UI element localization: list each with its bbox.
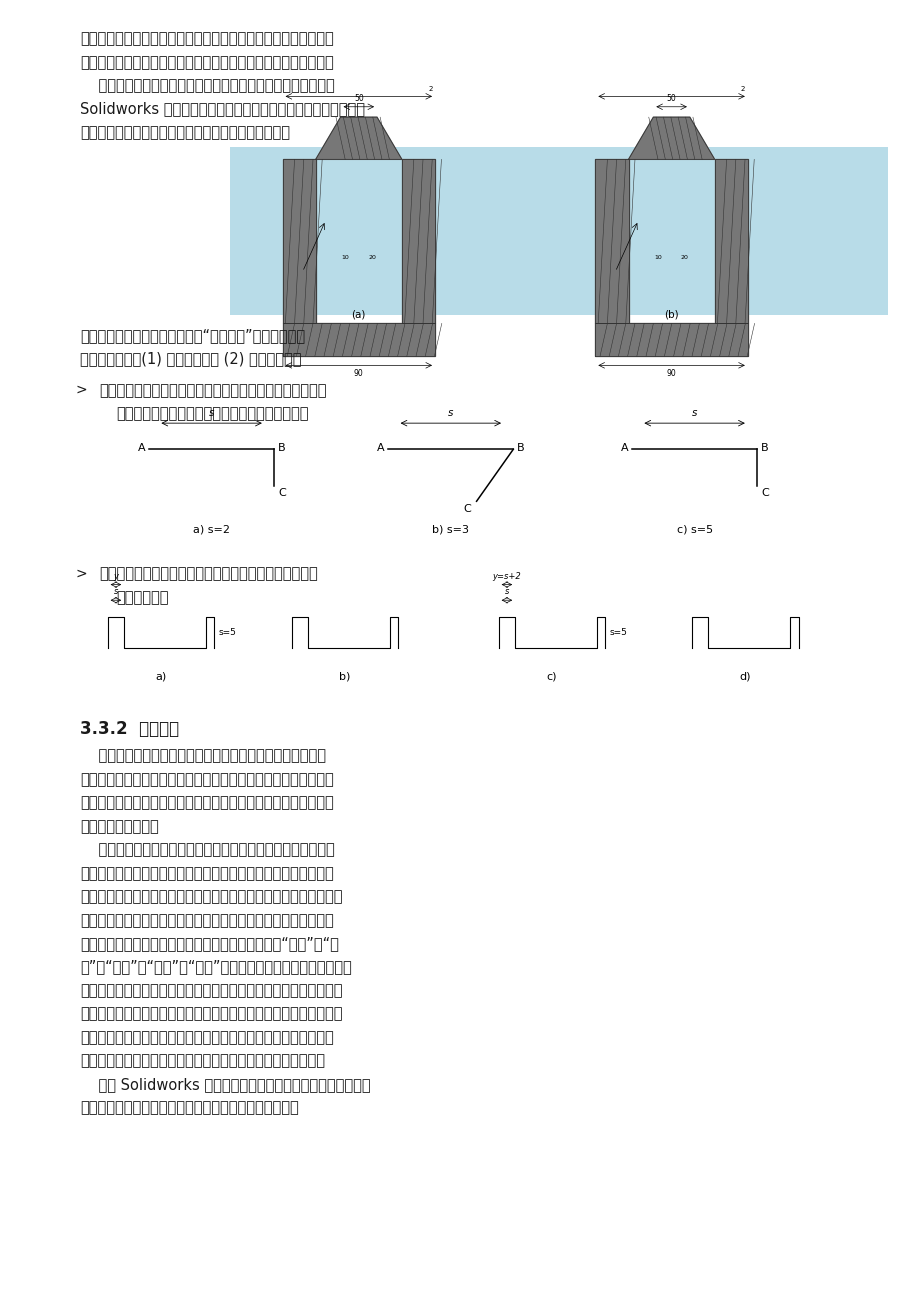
Text: >: > [75, 566, 87, 581]
Text: 3.3.2  几何约束: 3.3.2 几何约束 [80, 720, 179, 738]
Text: C: C [278, 488, 286, 499]
Bar [230, 147, 887, 315]
Text: Solidworks 都提供多种尺寸标注形式，一般有线性尺寸、直径尺: Solidworks 都提供多种尺寸标注形式，一般有线性尺寸、直径尺 [80, 102, 365, 117]
Text: c): c) [546, 672, 557, 682]
Text: c) s=5: c) s=5 [675, 525, 712, 535]
Text: 约束联动分为：(1) 图形特征联动 (2) 相关参数联动: 约束联动分为：(1) 图形特征联动 (2) 相关参数联动 [80, 352, 301, 367]
Text: 的几何元素）之间的相对位置关系。这些关系拟抽象为点、边、面: 的几何元素）之间的相对位置关系。这些关系拟抽象为点、边、面 [80, 913, 334, 928]
Text: b): b) [339, 672, 350, 682]
Text: 辑上的关系。: 辑上的关系。 [116, 590, 168, 605]
Text: 拓扑约束指对产品结构的定性描述，它表示几何元素之间的固定联: 拓扑约束指对产品结构的定性描述，它表示几何元素之间的固定联 [80, 866, 334, 881]
Text: 所谓几何约束就是要求几何元素之间必须满足的某种特定的: 所谓几何约束就是要求几何元素之间必须满足的某种特定的 [80, 749, 325, 764]
Text: s: s [448, 408, 453, 418]
Text: A: A [138, 443, 145, 453]
Text: 对产品的几何约束主要包括两个方面：拓扑约束和尺寸约束。: 对产品的几何约束主要包括两个方面：拓扑约束和尺寸约束。 [80, 842, 335, 858]
Text: b) s=3: b) s=3 [432, 525, 469, 535]
Text: >: > [75, 383, 87, 397]
Text: a) s=2: a) s=2 [193, 525, 230, 535]
Text: A: A [377, 443, 384, 453]
Text: 间九类有向关系，每一类关系有其相应的谓词，包括“相同”、“平: 间九类有向关系，每一类关系有其相应的谓词，包括“相同”、“平 [80, 936, 338, 952]
Text: C: C [761, 488, 768, 499]
Text: 化的产品几何模型。: 化的产品几何模型。 [80, 819, 159, 835]
Text: 50: 50 [666, 94, 675, 103]
Text: 2: 2 [427, 86, 432, 92]
Text: B: B [278, 443, 285, 453]
Text: 系，如对称、平等、垂直、相切等，进而可表征特征形素（构成特征: 系，如对称、平等、垂直、相切等，进而可表征特征形素（构成特征 [80, 889, 342, 905]
Text: y=s+2: y=s+2 [492, 572, 521, 581]
Text: B: B [760, 443, 767, 453]
Text: 90: 90 [354, 370, 363, 379]
Text: s: s [691, 408, 697, 418]
Polygon shape [282, 159, 315, 323]
Text: 所谓图形特征联动就是保证在图形拓扑关系（连续、相切、: 所谓图形特征联动就是保证在图形拓扑关系（连续、相切、 [99, 383, 326, 398]
Text: 统参数化的特征之一。但在某些特殊场合，必须能处理其变异。: 统参数化的特征之一。但在某些特殊场合，必须能处理其变异。 [80, 1053, 324, 1069]
Text: 绘制草图，通过尺寸标注可以建立几何数据与其参数的对应关系。: 绘制草图，通过尺寸标注可以建立几何数据与其参数的对应关系。 [80, 55, 334, 70]
Polygon shape [628, 117, 714, 159]
Text: 寸、半径尺寸、角度尺寸等，另外注意尺寸链的应用。: 寸、半径尺寸、角度尺寸等，另外注意尺寸链的应用。 [80, 125, 289, 141]
Text: 10: 10 [653, 255, 662, 260]
Polygon shape [402, 159, 435, 323]
Polygon shape [714, 159, 747, 323]
Text: C: C [463, 504, 471, 514]
Text: s: s [114, 587, 118, 596]
Text: (a): (a) [351, 310, 366, 320]
Text: y: y [113, 572, 119, 581]
Text: 通常 Solidworks 中的几何约束主要包括水平、竖直、平行、: 通常 Solidworks 中的几何约束主要包括水平、竖直、平行、 [80, 1077, 370, 1092]
Text: 行”、“垂直”、“相交”、“偏移”等等。通常，在特征形状确定之后: 行”、“垂直”、“相交”、“偏移”等等。通常，在特征形状确定之后 [80, 960, 351, 975]
Text: 这种联系不允许发生变化或修改或由用户交互指定（装配关系），也: 这种联系不允许发生变化或修改或由用户交互指定（装配关系），也 [80, 983, 342, 999]
Text: 2: 2 [740, 86, 744, 92]
Polygon shape [595, 323, 747, 357]
Text: s: s [505, 587, 508, 596]
Text: 所谓相关参数联动就是建立次约束与主约束在数值上和逻: 所谓相关参数联动就是建立次约束与主约束在数值上和逻 [99, 566, 318, 582]
Text: 关系。将几何约束作为构成几何／拓扑结构的几何基准要素和表面: 关系。将几何约束作为构成几何／拓扑结构的几何基准要素和表面 [80, 772, 334, 788]
Text: 垂直、相切、等长度、等半径、重合、同心、对称等等。: 垂直、相切、等长度、等半径、重合、同心、对称等等。 [80, 1100, 299, 1116]
Text: s: s [209, 408, 214, 418]
Polygon shape [595, 159, 628, 323]
Polygon shape [282, 323, 435, 357]
Text: 20: 20 [368, 255, 376, 260]
Text: 尺寸约束与设计意图密切相关，是特征功能的具体体现。通常: 尺寸约束与设计意图密切相关，是特征功能的具体体现。通常 [80, 78, 335, 94]
Text: 轮廓要素，可以导出各形状结构的位置和形状参数，从而形成参数: 轮廓要素，可以导出各形状结构的位置和形状参数，从而形成参数 [80, 796, 334, 811]
Polygon shape [315, 117, 402, 159]
Text: s=5: s=5 [608, 629, 626, 637]
Text: 50: 50 [354, 94, 363, 103]
Text: a): a) [155, 672, 166, 682]
Text: 90: 90 [666, 370, 675, 379]
Text: (b): (b) [664, 310, 678, 320]
Text: d): d) [739, 672, 750, 682]
Text: 垂直、平行等）不变的情况下，对次约束的驱动。: 垂直、平行等）不变的情况下，对次约束的驱动。 [116, 406, 308, 422]
Text: 针对尺寸约束这部分，还需了解“约束联动”的相关知识。: 针对尺寸约束这部分，还需了解“约束联动”的相关知识。 [80, 328, 305, 344]
Text: A: A [620, 443, 628, 453]
Text: 10: 10 [341, 255, 349, 260]
Text: B: B [516, 443, 524, 453]
Text: 就是说，特征定义本身就是对图形特征联动的隐含表达，因此，在其: 就是说，特征定义本身就是对图形特征联动的隐含表达，因此，在其 [80, 1006, 342, 1022]
Text: 20: 20 [680, 255, 688, 260]
Text: s=5: s=5 [218, 629, 235, 637]
Text: 参数化中无需再考虑图形特征联动，这是基于特征参数化区别于传: 参数化中无需再考虑图形特征联动，这是基于特征参数化区别于传 [80, 1030, 334, 1046]
Text: 何形体的相应变化，并且保证变化前后的结构约束保持不变。对于: 何形体的相应变化，并且保证变化前后的结构约束保持不变。对于 [80, 31, 334, 47]
